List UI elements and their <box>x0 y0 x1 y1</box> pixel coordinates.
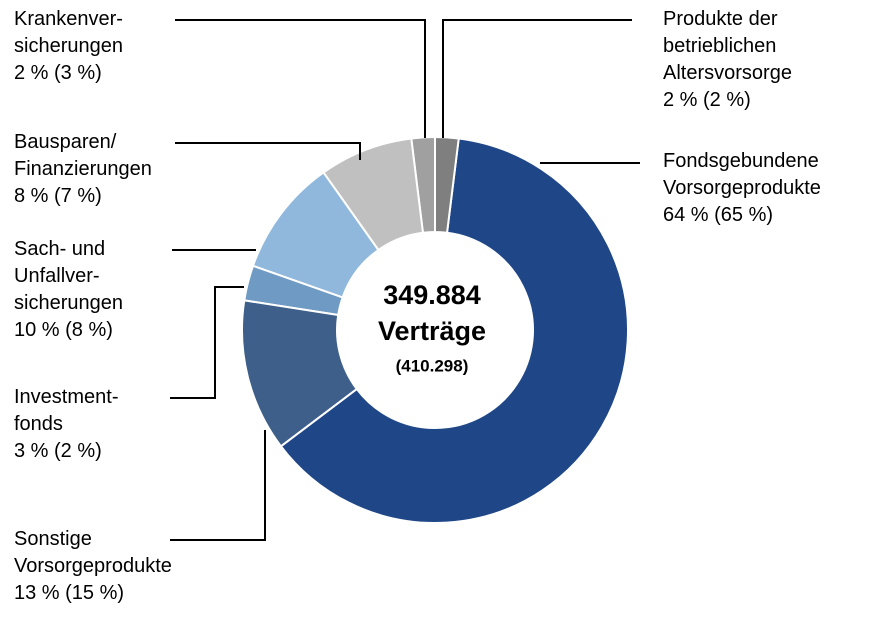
center-previous: (410.298) <box>396 356 469 375</box>
center-total: 349.884 <box>383 280 481 310</box>
segment-name: Bausparen/ Finanzierungen <box>14 131 152 180</box>
segment-value: 2 % (3 %) <box>14 62 102 84</box>
segment-label: Krankenver- sicherungen 2 % (3 %) <box>14 6 123 87</box>
segment-label: Sach- und Unfallver- sicherungen 10 % (8 … <box>14 236 123 344</box>
segment-value: 2 % (2 %) <box>663 89 751 111</box>
leader-line <box>170 286 244 399</box>
leader-line <box>175 19 426 138</box>
segment-name: Fondsgebundene Vorsorgeprodukte <box>663 150 821 199</box>
segment-value: 8 % (7 %) <box>14 185 102 207</box>
donut-segment <box>243 264 344 317</box>
segment-name: Produkte der betrieblichen Altersvorsorg… <box>663 8 792 84</box>
segment-name: Sonstige Vorsorgeprodukte <box>14 528 172 577</box>
segment-label: Fondsgebundene Vorsorgeprodukte 64 % (65 … <box>663 148 821 229</box>
donut-segment <box>279 137 629 524</box>
segment-name: Krankenver- sicherungen <box>14 8 123 57</box>
donut-segment <box>251 171 380 299</box>
center-unit: Verträge <box>378 316 486 346</box>
segment-value: 13 % (15 %) <box>14 582 125 604</box>
segment-label: Investment- fonds 3 % (2 %) <box>14 384 118 465</box>
segment-label: Produkte der betrieblichen Altersvorsorg… <box>663 6 792 114</box>
leader-line <box>175 142 361 160</box>
segment-value: 64 % (65 %) <box>663 204 774 226</box>
segment-name: Sach- und Unfallver- sicherungen <box>14 238 123 314</box>
donut-segment <box>322 137 425 252</box>
segment-name: Investment- fonds <box>14 386 119 435</box>
leader-line <box>170 430 266 541</box>
segment-label: Sonstige Vorsorgeprodukte 13 % (15 %) <box>14 526 172 607</box>
leader-line <box>442 19 632 138</box>
segment-label: Bausparen/ Finanzierungen 8 % (7 %) <box>14 129 152 210</box>
segment-value: 3 % (2 %) <box>14 440 102 462</box>
segment-value: 10 % (8 %) <box>14 319 113 341</box>
